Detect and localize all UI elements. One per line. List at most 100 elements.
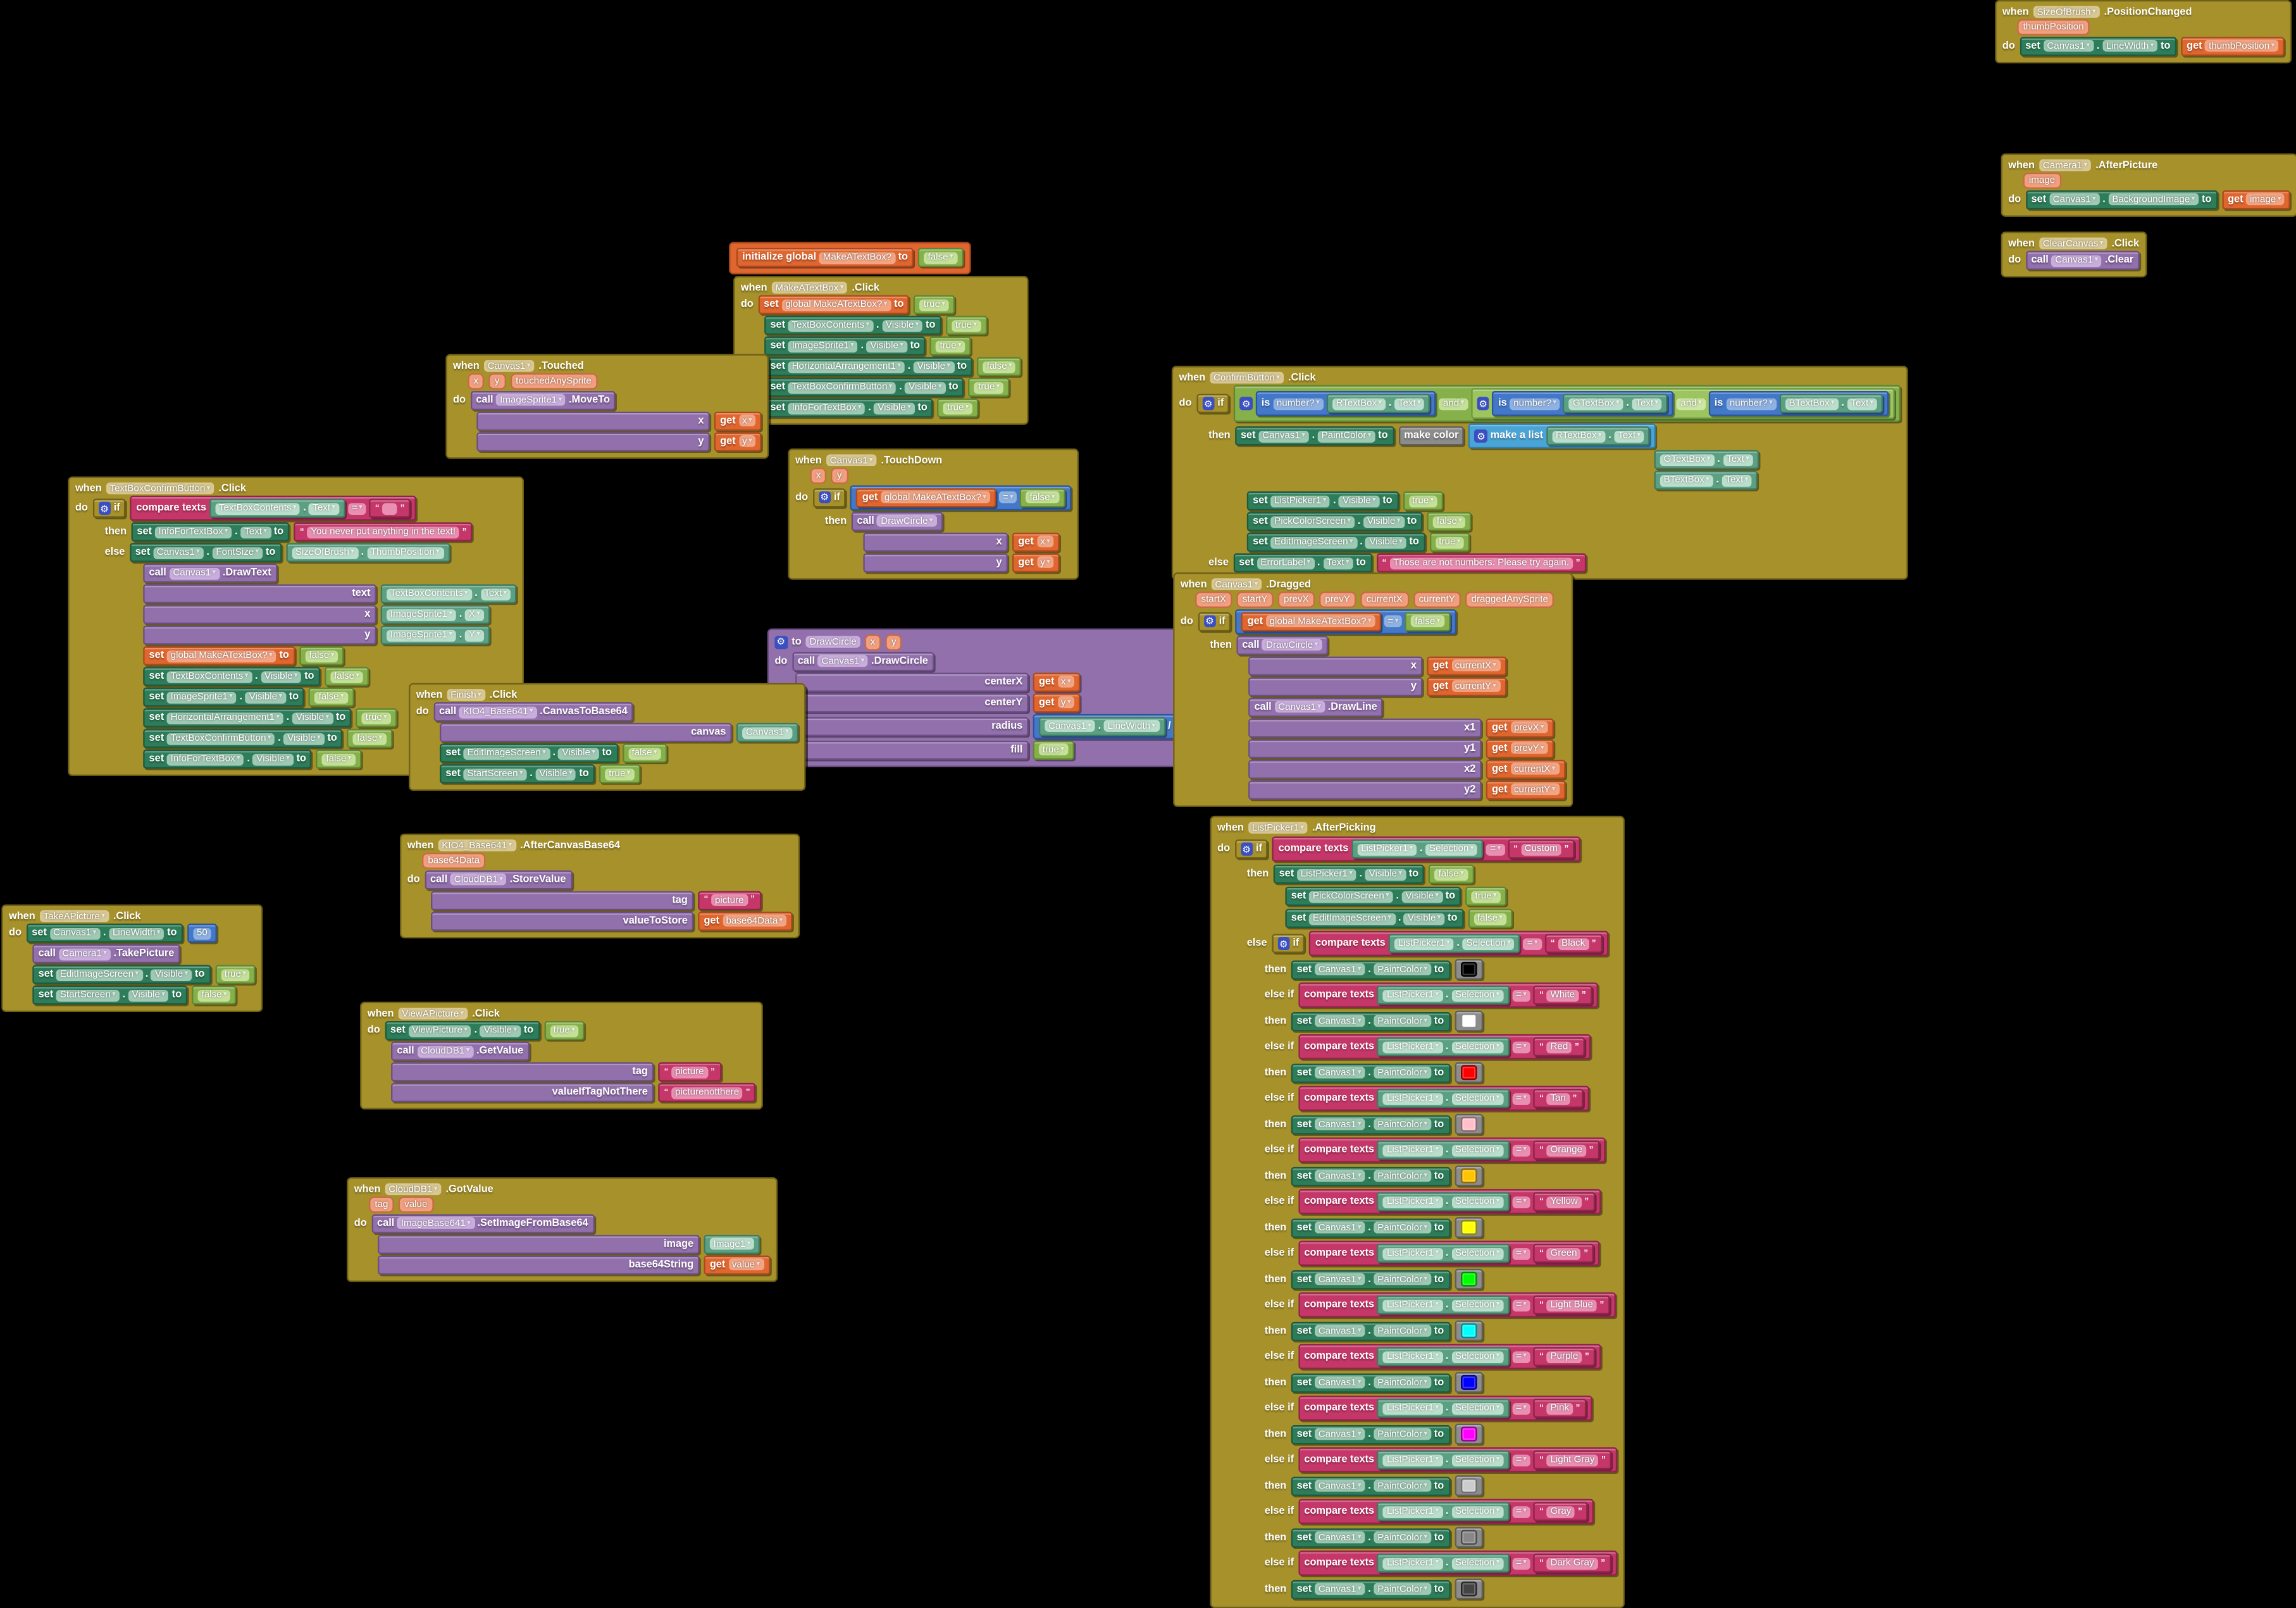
logic-block[interactable]: false ▾ xyxy=(347,729,392,748)
dropdown-field[interactable]: EditImageScreen ▾ xyxy=(56,968,143,980)
setprop-block[interactable]: set ImageSprite1 ▾. Visible ▾ to xyxy=(143,687,305,707)
when-makeatextbox-click[interactable]: when MakeATextBox ▾ .Click do set global MakeA… xyxy=(733,276,1029,425)
dropdown-field[interactable]: Visible ▾ xyxy=(1365,868,1406,881)
dropdown-field[interactable]: Text ▾ xyxy=(1323,557,1353,569)
when-listpicker1-afterpicking[interactable]: when ListPicker1 ▾ .AfterPicking do ⚙ if compar… xyxy=(1210,815,1625,1608)
event-parameter[interactable]: draggedAnySprite xyxy=(1465,591,1554,607)
dropdown-field[interactable]: CloudDB1 ▾ xyxy=(385,1183,442,1196)
when-canvas1-touchdown[interactable]: when Canvas1 ▾ .TouchDown x y do ⚙ if get global M… xyxy=(788,448,1078,579)
dropdown-field[interactable]: = ▾ xyxy=(1523,937,1542,949)
dropdown-field[interactable]: global MakeATextBox? ▾ xyxy=(881,491,990,504)
setprop-block[interactable]: set Canvas1 ▾. PaintColor ▾ to xyxy=(1291,1373,1450,1392)
var-block[interactable]: get base64Data ▾ xyxy=(698,911,793,931)
getprop-block[interactable]: RTextBox ▾. Text ▾ xyxy=(1326,393,1431,414)
dropdown-field[interactable]: ListPicker1 ▾ xyxy=(1383,1041,1443,1053)
logic-block[interactable]: false ▾ xyxy=(324,667,369,686)
dropdown-field[interactable]: Canvas1 ▾ xyxy=(1314,1480,1365,1492)
setprop-block[interactable]: set ImageSprite1 ▾. Visible ▾ to xyxy=(764,336,926,356)
logic-block[interactable]: false ▾ xyxy=(1020,487,1065,507)
event-parameter[interactable]: value xyxy=(398,1196,433,1212)
text-field[interactable]: Yellow xyxy=(1546,1196,1582,1208)
event-parameter[interactable]: currentY xyxy=(1413,591,1461,607)
gray-block[interactable] xyxy=(1454,1217,1482,1238)
event-parameter[interactable]: prevX xyxy=(1277,591,1315,607)
getprop-block[interactable]: ListPicker1 ▾. Selection ▾ xyxy=(1377,1140,1510,1160)
logic-block[interactable]: true ▾ xyxy=(214,965,256,984)
text-block[interactable]: compare texts ListPicker1 ▾. Selection ▾ = ▾ “P… xyxy=(1298,1395,1592,1421)
proc-block[interactable]: x xyxy=(863,531,1008,552)
proc-block[interactable]: x xyxy=(143,605,376,624)
text-block[interactable]: compare texts ListPicker1 ▾. Selection ▾ = ▾ “G… xyxy=(1298,1240,1600,1266)
text-block[interactable]: “Green” xyxy=(1533,1244,1594,1263)
dropdown-field[interactable]: BTextBox ▾ xyxy=(1660,474,1713,486)
dropdown-field[interactable]: ListPicker1 ▾ xyxy=(1383,1454,1443,1466)
setprop-block[interactable]: set ListPicker1 ▾. Visible ▾ to xyxy=(1273,864,1425,884)
text-block[interactable]: “Orange” xyxy=(1533,1140,1599,1160)
getprop-block[interactable]: Image1 ▾ xyxy=(704,1234,760,1254)
text-block[interactable]: “picture” xyxy=(698,890,761,910)
event-block[interactable]: ⚙ if xyxy=(812,487,847,507)
proc-block[interactable]: radius xyxy=(795,716,1029,736)
dropdown-field[interactable]: Text ▾ xyxy=(1394,397,1425,410)
dropdown-field[interactable]: Visible ▾ xyxy=(261,671,302,683)
mutator-gear-icon[interactable]: ⚙ xyxy=(1240,843,1253,856)
dropdown-field[interactable]: and ▾ xyxy=(1439,397,1468,410)
setprop-block[interactable]: set EditImageScreen ▾. Visible ▾ to xyxy=(1285,908,1463,929)
dropdown-field[interactable]: false ▾ xyxy=(1411,615,1444,628)
text-block[interactable]: “picturenotthere” xyxy=(658,1082,757,1103)
dropdown-field[interactable]: true ▾ xyxy=(1435,536,1465,548)
proc-block[interactable]: call Camera1 ▾ .TakePicture xyxy=(32,944,180,963)
logic-block[interactable]: false ▾ xyxy=(1405,611,1450,631)
getprop-block[interactable]: ListPicker1 ▾. Selection ▾ xyxy=(1377,1037,1510,1056)
text-field[interactable]: Those are not numbers. Please try again. xyxy=(1389,557,1573,569)
dropdown-field[interactable]: true ▾ xyxy=(974,381,1004,393)
dropdown-field[interactable]: value ▾ xyxy=(728,1258,764,1271)
gray-block[interactable] xyxy=(1454,1165,1482,1187)
dropdown-field[interactable]: Canvas1 ▾ xyxy=(1274,700,1325,713)
gray-block[interactable] xyxy=(1454,958,1482,980)
dropdown-field[interactable]: global MakeATextBox? ▾ xyxy=(1265,615,1375,628)
math-block[interactable]: get global MakeATextBox? ▾ = ▾ false ▾ xyxy=(850,485,1071,510)
event-parameter[interactable]: y xyxy=(831,467,848,483)
proc-block[interactable]: y xyxy=(143,625,376,645)
logic-block[interactable]: true ▾ xyxy=(1429,532,1470,552)
proc-block[interactable]: centerX xyxy=(795,672,1029,691)
dropdown-field[interactable]: = ▾ xyxy=(1512,1506,1530,1518)
dropdown-field[interactable]: CloudDB1 ▾ xyxy=(450,873,507,886)
dropdown-field[interactable]: StartScreen ▾ xyxy=(463,767,527,780)
math-block[interactable]: get global MakeATextBox? ▾ = ▾ false ▾ xyxy=(1235,609,1456,634)
dropdown-field[interactable]: ListPicker1 ▾ xyxy=(1357,843,1417,855)
dropdown-field[interactable]: Visible ▾ xyxy=(535,767,576,780)
dropdown-field[interactable]: false ▾ xyxy=(322,753,356,765)
text-block[interactable]: compare texts ListPicker1 ▾. Selection ▾ = ▾ “G… xyxy=(1298,1499,1594,1525)
logic-block[interactable]: true ▾ xyxy=(543,1020,585,1041)
dropdown-field[interactable]: Text ▾ xyxy=(1614,430,1645,442)
dropdown-field[interactable]: false ▾ xyxy=(1434,868,1468,881)
text-field[interactable]: picturenotthere xyxy=(671,1086,743,1099)
dropdown-field[interactable]: ListPicker1 ▾ xyxy=(1383,1351,1443,1363)
dropdown-field[interactable]: false ▾ xyxy=(1433,516,1466,528)
logic-block[interactable]: false ▾ xyxy=(192,985,237,1005)
setprop-block[interactable]: set ErrorLabel ▾. Text ▾ to xyxy=(1232,553,1372,572)
setprop-block[interactable]: set Canvas1 ▾. PaintColor ▾ to xyxy=(1291,960,1450,979)
dropdown-field[interactable]: true ▾ xyxy=(1471,890,1501,903)
when-viewapicture-click[interactable]: when ViewAPicture ▾ .Click do set ViewPicture ▾… xyxy=(360,1001,764,1110)
mutator-gear-icon[interactable]: ⚙ xyxy=(774,636,788,649)
dropdown-field[interactable]: PaintColor ▾ xyxy=(1374,963,1432,975)
math-block[interactable]: Canvas1▾.LineWidth▾/2 xyxy=(1033,713,1195,739)
dropdown-field[interactable]: ImageSprite1 ▾ xyxy=(788,340,858,352)
event-parameter[interactable]: thumbPosition xyxy=(2017,19,2090,35)
dropdown-field[interactable]: = ▾ xyxy=(1486,843,1505,855)
dropdown-field[interactable]: CloudDB1 ▾ xyxy=(417,1045,474,1058)
proc-block[interactable]: x2 xyxy=(1248,758,1482,779)
dropdown-field[interactable]: Visible ▾ xyxy=(252,753,294,765)
dropdown-field[interactable]: ImageSprite1 ▾ xyxy=(496,393,566,406)
dropdown-field[interactable]: TextBoxConfirmButton ▾ xyxy=(106,482,214,495)
dropdown-field[interactable]: true ▾ xyxy=(361,712,391,724)
color-swatch[interactable] xyxy=(1460,1375,1477,1390)
dropdown-field[interactable]: GTextBox ▾ xyxy=(1660,454,1715,466)
getprop-block[interactable]: ListPicker1 ▾. Selection ▾ xyxy=(1351,839,1484,859)
dropdown-field[interactable]: false ▾ xyxy=(1474,912,1506,925)
logic-block[interactable]: false ▾ xyxy=(1427,512,1472,531)
proc-block[interactable]: tag xyxy=(391,1062,654,1082)
